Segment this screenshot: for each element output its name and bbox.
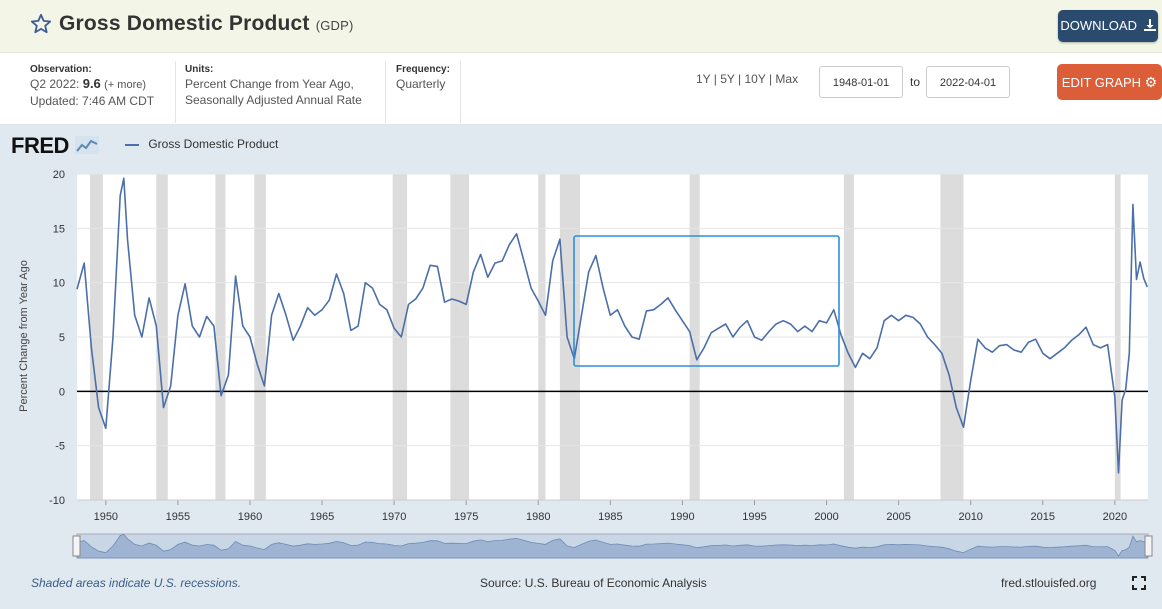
x-tick-label: 2015 — [1031, 511, 1055, 523]
fullscreen-icon[interactable] — [1132, 576, 1146, 590]
frequency-value: Quarterly — [396, 77, 446, 91]
y-tick-label: 5 — [59, 332, 65, 344]
units-line-1: Percent Change from Year Ago, — [185, 77, 354, 91]
download-icon — [1143, 19, 1156, 31]
units-block: Units: Percent Change from Year Ago, Sea… — [185, 63, 362, 108]
highlight-box — [573, 235, 840, 367]
observation-period: Q2 2022: — [30, 77, 80, 91]
x-tick-label: 2005 — [886, 511, 910, 523]
frequency-block: Frequency: Quarterly — [396, 63, 450, 92]
chart-legend: Gross Domestic Product — [125, 137, 278, 151]
y-tick-label: -5 — [55, 441, 65, 453]
y-tick-label: -10 — [49, 495, 65, 507]
title-bar: Gross Domestic Product (GDP) DOWNLOAD — [0, 0, 1162, 53]
observation-block: Observation: Q2 2022: 9.6 (+ more) Updat… — [30, 63, 154, 109]
divider — [385, 61, 386, 123]
star-icon[interactable] — [30, 13, 52, 35]
x-tick-label: 1965 — [310, 511, 334, 523]
x-tick-label: 1960 — [238, 511, 262, 523]
divider — [460, 61, 461, 123]
navigator-series — [76, 533, 1148, 559]
fred-logo: FRED — [11, 133, 99, 159]
navigator-handle-left[interactable] — [72, 535, 81, 557]
observation-value: 9.6 — [82, 76, 101, 91]
series-title: Gross Domestic Product — [59, 12, 310, 35]
gear-icon: ⚙ — [1144, 74, 1158, 90]
x-tick-label: 1990 — [670, 511, 694, 523]
page-title: Gross Domestic Product (GDP) — [59, 12, 354, 36]
frequency-label: Frequency: — [396, 64, 450, 75]
recession-note: Shaded areas indicate U.S. recessions. — [31, 576, 242, 590]
download-label: DOWNLOAD — [1060, 18, 1137, 33]
to-label: to — [910, 75, 921, 89]
x-tick-label: 1975 — [454, 511, 478, 523]
y-tick-label: 15 — [53, 223, 65, 235]
edit-graph-button[interactable]: EDIT GRAPH ⚙ — [1057, 64, 1162, 100]
observation-label: Observation: — [30, 64, 92, 75]
start-date-input[interactable]: 1948-01-01 — [819, 66, 903, 98]
y-tick-label: 0 — [59, 386, 65, 398]
series-code: (GDP) — [315, 18, 354, 33]
x-tick-label: 2010 — [958, 511, 982, 523]
x-tick-label: 2020 — [1103, 511, 1127, 523]
edit-graph-label: EDIT GRAPH — [1061, 75, 1142, 90]
x-tick-label: 1985 — [598, 511, 622, 523]
site-link[interactable]: fred.stlouisfed.org — [1001, 576, 1097, 590]
observation-more-link[interactable]: (+ more) — [104, 79, 147, 91]
range-selector[interactable]: 1Y | 5Y | 10Y | Max — [696, 72, 799, 86]
x-tick-label: 1955 — [166, 511, 190, 523]
legend-label: Gross Domestic Product — [148, 137, 279, 151]
updated-time: Updated: 7:46 AM CDT — [30, 94, 155, 108]
gdp-series-line — [76, 177, 1149, 474]
x-tick-label: 2000 — [814, 511, 838, 523]
navigator-handle-right[interactable] — [1144, 535, 1153, 557]
download-button[interactable]: DOWNLOAD — [1058, 10, 1158, 42]
x-tick-label: 1980 — [526, 511, 550, 523]
x-tick-label: 1995 — [742, 511, 766, 523]
source-text: Source: U.S. Bureau of Economic Analysis — [480, 576, 707, 590]
units-label: Units: — [185, 64, 214, 75]
end-date-input[interactable]: 2022-04-01 — [926, 66, 1010, 98]
y-axis-label: Percent Change from Year Ago — [18, 260, 30, 412]
units-line-2: Seasonally Adjusted Annual Rate — [185, 93, 362, 107]
y-tick-label: 10 — [53, 278, 65, 290]
fred-chart-icon — [74, 136, 99, 154]
y-tick-label: 20 — [53, 169, 65, 181]
x-tick-label: 1970 — [382, 511, 406, 523]
x-tick-label: 1950 — [94, 511, 118, 523]
legend-swatch — [125, 143, 139, 146]
fred-logo-text: FRED — [11, 133, 69, 158]
divider — [175, 61, 176, 123]
